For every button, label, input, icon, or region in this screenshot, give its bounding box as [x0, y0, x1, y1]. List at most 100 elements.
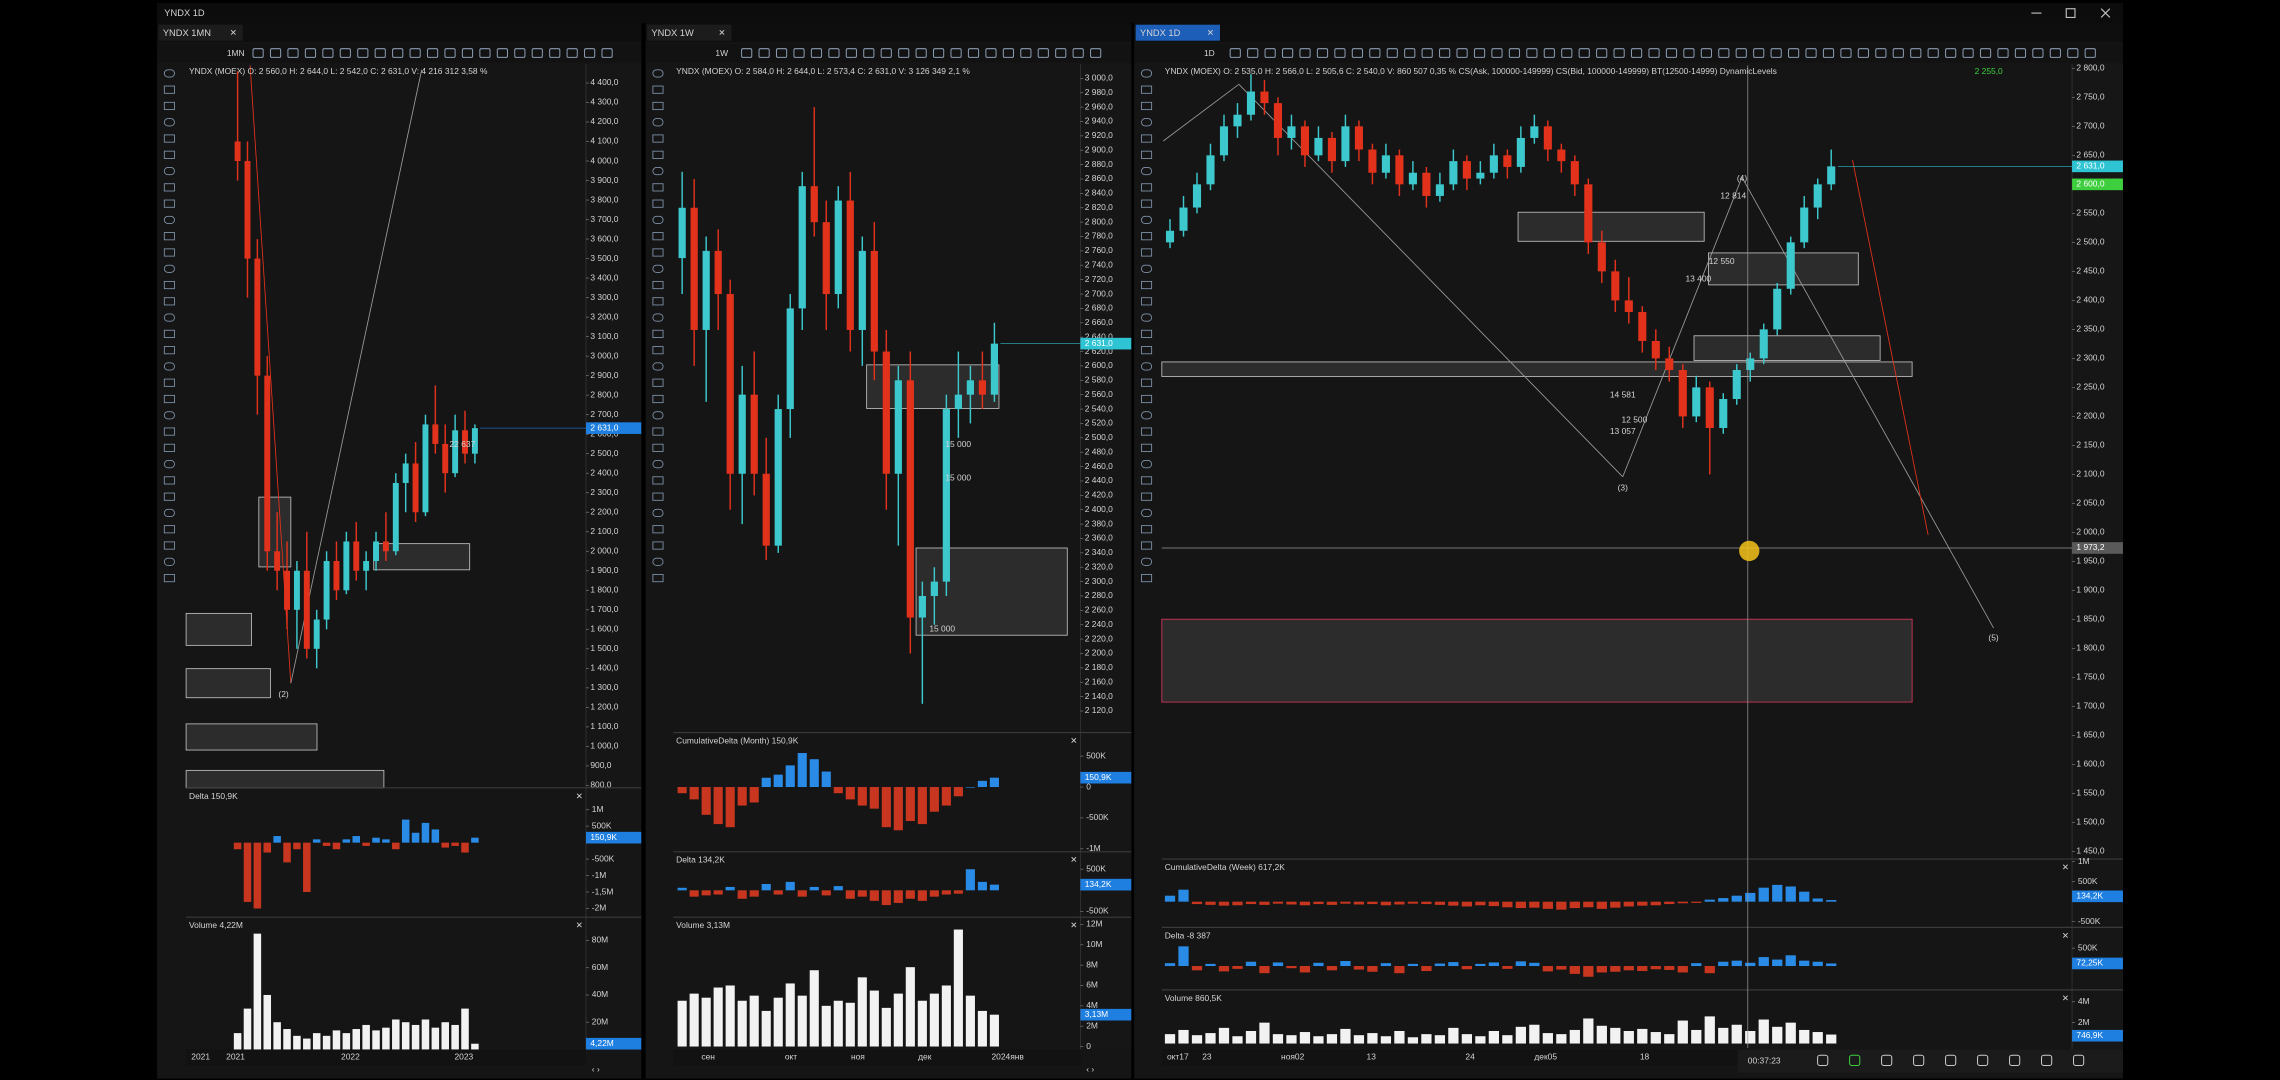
toolbar-button[interactable] — [950, 48, 962, 58]
toolbar-button[interactable] — [374, 48, 386, 58]
toolbar-button[interactable] — [2014, 48, 2027, 58]
drawing-tool[interactable] — [652, 150, 664, 159]
toolbar-button[interactable] — [1875, 48, 1887, 58]
timeframe[interactable]: 1D — [1204, 48, 1215, 58]
drawing-tool[interactable] — [652, 313, 664, 322]
toolbar-button[interactable] — [1316, 48, 1329, 58]
drawing-tool[interactable] — [163, 118, 175, 127]
toolbar-button[interactable] — [1753, 48, 1765, 58]
pane-close[interactable]: ✕ — [2062, 862, 2069, 872]
drawing-tool[interactable] — [652, 394, 664, 404]
drawing-tool[interactable] — [163, 313, 175, 322]
drawing-tool[interactable] — [163, 443, 175, 452]
status-button[interactable] — [2009, 1054, 2021, 1066]
toolbar-button[interactable] — [1508, 48, 1521, 58]
toolbar-button[interactable] — [549, 48, 561, 58]
toolbar-button[interactable] — [758, 48, 770, 58]
status-button[interactable] — [1977, 1054, 1989, 1066]
drawing-tool[interactable] — [163, 199, 175, 208]
drawing-tool[interactable] — [163, 574, 175, 583]
toolbar-button[interactable] — [1857, 48, 1870, 58]
toolbar-button[interactable] — [409, 48, 421, 58]
toolbar-button[interactable] — [1805, 48, 1817, 58]
drawing-tool[interactable] — [1141, 508, 1153, 518]
pane-close[interactable]: ✕ — [1070, 736, 1077, 746]
status-button[interactable] — [2073, 1054, 2085, 1066]
toolbar-button[interactable] — [933, 48, 945, 58]
toolbar-button[interactable] — [1404, 48, 1416, 58]
drawing-tool[interactable] — [1141, 313, 1153, 322]
toolbar-button[interactable] — [392, 48, 404, 58]
drawing-tool[interactable] — [652, 541, 664, 550]
toolbar-button[interactable] — [2084, 48, 2096, 58]
toolbar-button[interactable] — [1002, 48, 1015, 58]
drawing-tool[interactable] — [163, 101, 175, 111]
drawing-tool[interactable] — [652, 362, 664, 371]
status-button[interactable] — [2041, 1054, 2053, 1066]
toolbar-button[interactable] — [1945, 48, 1957, 58]
toolbar-button[interactable] — [2067, 48, 2079, 58]
toolbar-button[interactable] — [1962, 48, 1974, 58]
drawing-tool[interactable] — [652, 183, 664, 192]
drawing-tool[interactable] — [163, 232, 175, 241]
drawing-tool[interactable] — [1141, 362, 1153, 371]
drawing-tool[interactable] — [1141, 199, 1153, 208]
toolbar-button[interactable] — [461, 48, 474, 58]
drawing-tool[interactable] — [163, 541, 175, 550]
pane-close[interactable]: ✕ — [2062, 930, 2069, 940]
tab-close[interactable]: ✕ — [718, 28, 725, 38]
drawing-tool[interactable] — [163, 280, 175, 290]
toolbar-button[interactable] — [514, 48, 526, 58]
toolbar-button[interactable] — [1822, 48, 1835, 58]
drawing-tool[interactable] — [652, 508, 664, 518]
toolbar-button[interactable] — [1613, 48, 1625, 58]
drawing-tool[interactable] — [163, 460, 175, 469]
drawing-tool[interactable] — [163, 557, 175, 566]
drawing-tool[interactable] — [652, 248, 664, 257]
timeframe[interactable]: 1W — [715, 48, 728, 58]
drawing-tool[interactable] — [652, 427, 664, 436]
pane-close[interactable]: ✕ — [576, 920, 583, 930]
pane-close[interactable]: ✕ — [1070, 855, 1077, 865]
drawing-tool[interactable] — [1141, 574, 1153, 583]
toolbar-button[interactable] — [322, 48, 334, 58]
toolbar-button[interactable] — [1299, 48, 1311, 58]
toolbar-button[interactable] — [1264, 48, 1276, 58]
drawing-tool[interactable] — [1141, 346, 1153, 355]
toolbar-button[interactable] — [1770, 48, 1782, 58]
toolbar-button[interactable] — [426, 48, 439, 58]
drawing-tool[interactable] — [652, 378, 664, 387]
toolbar-button[interactable] — [1334, 48, 1346, 58]
drawing-tool[interactable] — [652, 557, 664, 566]
drawing-tool[interactable] — [1141, 541, 1153, 550]
toolbar-button[interactable] — [339, 48, 351, 58]
toolbar-button[interactable] — [1648, 48, 1660, 58]
drawing-tool[interactable] — [163, 427, 175, 436]
toolbar-button[interactable] — [479, 48, 491, 58]
drawing-tool[interactable] — [1141, 297, 1153, 306]
toolbar-button[interactable] — [775, 48, 788, 58]
toolbar-button[interactable] — [1788, 48, 1800, 58]
drawing-tool[interactable] — [652, 297, 664, 306]
status-button[interactable] — [1849, 1054, 1861, 1066]
timeframe[interactable]: 1MN — [227, 48, 245, 58]
status-button[interactable] — [1817, 1054, 1829, 1066]
drawing-tool[interactable] — [1141, 525, 1153, 534]
status-button[interactable] — [1881, 1054, 1893, 1066]
toolbar-button[interactable] — [1840, 48, 1852, 58]
tab-title[interactable]: YNDX 1W — [651, 28, 694, 38]
drawing-tool[interactable] — [1141, 118, 1153, 127]
drawing-tool[interactable] — [163, 183, 175, 192]
toolbar-button[interactable] — [2049, 48, 2061, 58]
toolbar-button[interactable] — [898, 48, 910, 58]
toolbar-button[interactable] — [1596, 48, 1608, 58]
tab[interactable] — [1135, 24, 1220, 41]
toolbar-button[interactable] — [967, 48, 980, 58]
toolbar-button[interactable] — [828, 48, 840, 58]
drawing-tool[interactable] — [652, 215, 664, 224]
window-controls[interactable] — [2031, 8, 2111, 19]
toolbar-button[interactable] — [601, 48, 613, 58]
drawing-tool[interactable] — [1141, 183, 1153, 192]
scroll-arrows[interactable]: ‹ › — [1086, 1064, 1094, 1074]
toolbar-button[interactable] — [1910, 48, 1922, 58]
